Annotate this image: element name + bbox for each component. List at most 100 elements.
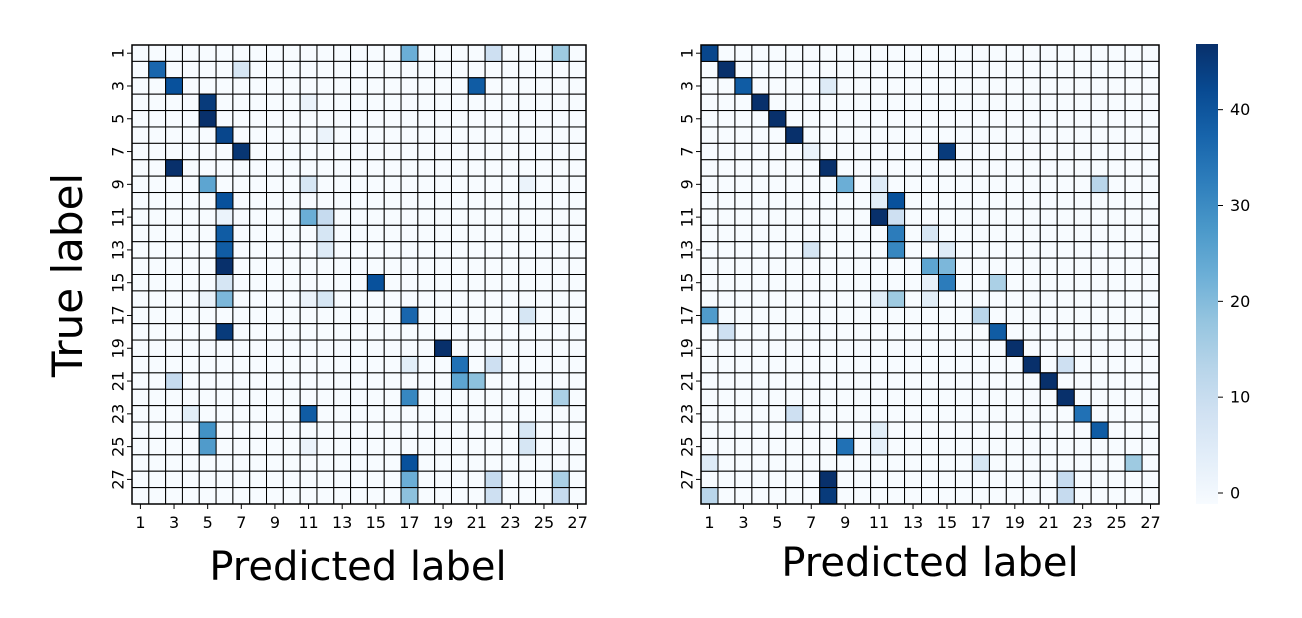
heatmap-cell — [802, 159, 821, 177]
heatmap-cell — [819, 93, 838, 112]
heatmap-cell — [1107, 306, 1126, 325]
heatmap-cell — [802, 93, 821, 112]
heatmap-cell — [887, 159, 906, 177]
y-tick-label: 1 — [109, 48, 128, 58]
heatmap-cell — [450, 257, 469, 276]
heatmap-cell — [751, 142, 770, 161]
heatmap-cell-value — [836, 437, 855, 456]
heatmap-cell — [1073, 421, 1092, 439]
heatmap-cell — [988, 159, 1007, 177]
heatmap-cell — [181, 306, 200, 325]
heatmap-cell — [937, 110, 956, 128]
heatmap-cell — [971, 323, 990, 341]
heatmap-cell — [921, 192, 939, 210]
y-tick-label: 11 — [109, 207, 128, 227]
heatmap-cell — [350, 339, 368, 357]
heatmap-cell — [417, 388, 436, 407]
heatmap-cell-value — [518, 437, 537, 456]
heatmap-cell-value — [232, 142, 251, 161]
heatmap-cell — [450, 454, 469, 472]
heatmap-cell — [316, 454, 335, 472]
heatmap-cell — [887, 421, 906, 439]
heatmap-cell — [484, 257, 503, 276]
heatmap-cell — [501, 290, 520, 308]
heatmap-cell — [971, 290, 990, 308]
heatmap-cell — [316, 93, 335, 112]
heatmap-cell — [383, 470, 402, 489]
heatmap-cell — [181, 77, 200, 95]
heatmap-cell — [417, 290, 436, 308]
heatmap-cell — [568, 405, 587, 423]
heatmap-cell-value — [1039, 372, 1058, 390]
heatmap-cell — [971, 77, 990, 95]
heatmap-cell — [501, 241, 520, 259]
heatmap-cell-value — [551, 44, 570, 62]
heatmap-cell — [836, 142, 855, 161]
heatmap-cell — [717, 224, 736, 243]
heatmap-cell — [501, 274, 520, 292]
heatmap-cell — [484, 454, 503, 472]
heatmap-cell — [1124, 306, 1143, 325]
heatmap-cell-value — [198, 437, 217, 456]
heatmap-cell — [450, 487, 469, 505]
heatmap-cell-value — [700, 44, 719, 62]
heatmap-cell — [501, 77, 520, 95]
heatmap-cell — [535, 388, 553, 407]
heatmap-cell-value — [921, 257, 939, 276]
heatmap-cell — [954, 159, 973, 177]
heatmap-cell — [937, 437, 956, 456]
heatmap-cell — [249, 323, 268, 341]
heatmap-cell — [249, 110, 268, 128]
heatmap-cell — [450, 437, 469, 456]
heatmap-cell — [467, 175, 486, 194]
heatmap-cell — [853, 470, 872, 489]
heatmap-cell — [1022, 388, 1041, 407]
heatmap-cell — [1107, 355, 1126, 374]
heatmap-cell — [937, 388, 956, 407]
heatmap-cell — [568, 93, 587, 112]
heatmap-cell — [937, 339, 956, 357]
heatmap-cell — [198, 241, 217, 259]
heatmap-cell — [266, 487, 284, 505]
heatmap-cell — [467, 192, 486, 210]
heatmap-cell — [954, 487, 973, 505]
heatmap-cell — [1039, 306, 1058, 325]
heatmap-cell — [333, 388, 352, 407]
heatmap-cell — [266, 60, 284, 79]
heatmap-cell — [232, 44, 251, 62]
heatmap-cell — [802, 175, 821, 194]
heatmap-cell-value — [299, 405, 318, 423]
heatmap-cell — [568, 355, 587, 374]
heatmap-cell — [768, 257, 787, 276]
heatmap-cell — [333, 241, 352, 259]
heatmap-cell — [165, 306, 183, 325]
heatmap-cell — [299, 470, 318, 489]
heatmap-cell — [802, 274, 821, 292]
heatmap-cell — [1039, 77, 1058, 95]
heatmap-cell — [535, 77, 553, 95]
heatmap-cell — [535, 60, 553, 79]
heatmap-cell — [450, 388, 469, 407]
heatmap-cell — [181, 355, 200, 374]
heatmap-cell — [350, 487, 368, 505]
heatmap-cell — [819, 290, 838, 308]
heatmap-cell — [518, 110, 537, 128]
heatmap-cell — [249, 208, 268, 226]
heatmap-cell — [717, 110, 736, 128]
heatmap-cell — [904, 93, 923, 112]
heatmap-cell — [417, 257, 436, 276]
x-tick-label: 1 — [135, 513, 145, 532]
heatmap-cell — [785, 241, 804, 259]
colorbar-tick-label: 0 — [1230, 484, 1240, 503]
heatmap-cell — [1107, 77, 1126, 95]
heatmap-cell — [299, 142, 318, 161]
heatmap-cell — [1056, 159, 1075, 177]
heatmap-cell — [1090, 388, 1109, 407]
heatmap-cell — [383, 208, 402, 226]
heatmap-cell — [518, 339, 537, 357]
heatmap-cell — [1022, 126, 1041, 144]
heatmap-cell-value — [165, 372, 183, 390]
heatmap-cell — [1107, 454, 1126, 472]
heatmap-cell — [836, 110, 855, 128]
heatmap-cell — [568, 241, 587, 259]
